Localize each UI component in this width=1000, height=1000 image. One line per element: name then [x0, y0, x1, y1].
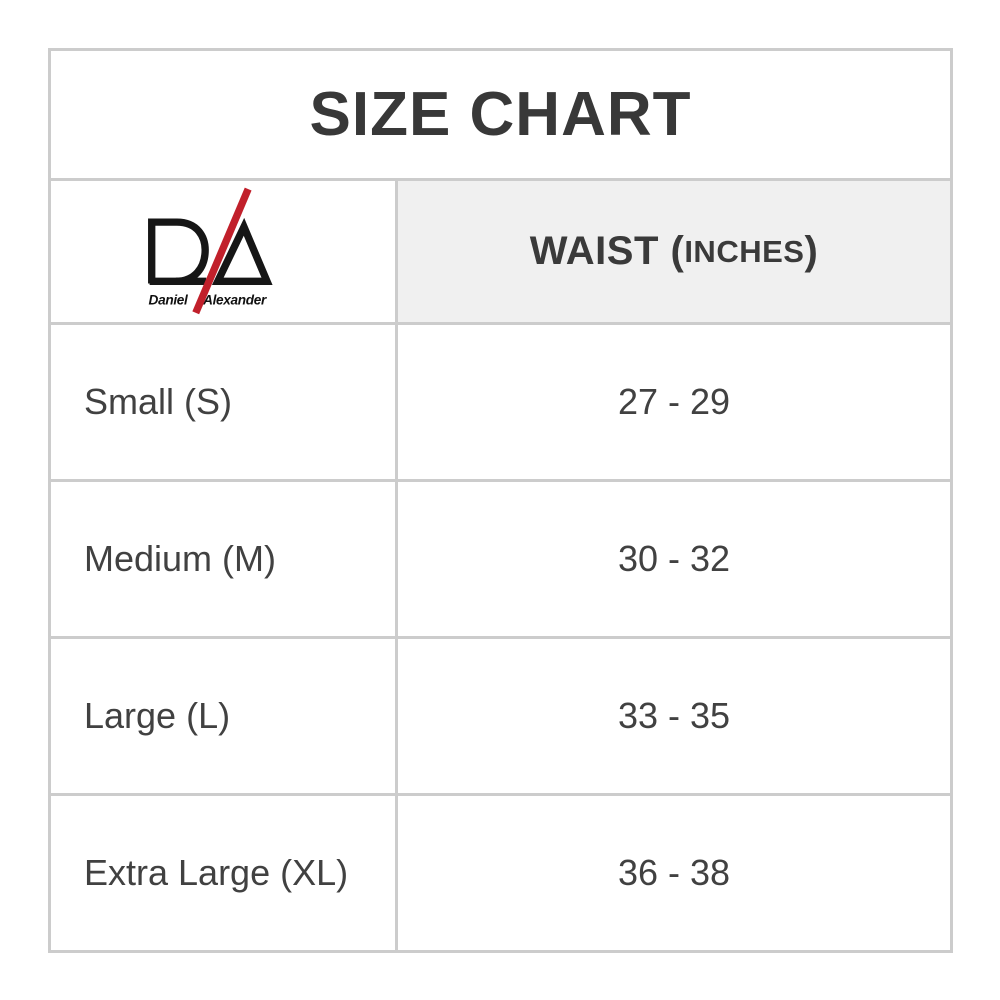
size-cell-extra-large: Extra Large (XL)	[51, 796, 395, 950]
page-title: SIZE CHART	[309, 80, 692, 149]
waist-header-prefix: WAIST (	[529, 229, 685, 273]
logo-name-alexander: Alexander	[202, 292, 267, 307]
waist-cell-extra-large: 36 - 38	[398, 796, 950, 950]
size-cell-large: Large (L)	[51, 639, 395, 793]
size-cell-small: Small (S)	[51, 325, 395, 479]
waist-cell-small: 27 - 29	[398, 325, 950, 479]
daniel-alexander-logo-icon: Daniel Alexander	[148, 187, 273, 314]
waist-column-header: WAIST (INCHES)	[398, 181, 950, 322]
waist-header-unit: INCHES	[684, 233, 805, 269]
logo-red-slash	[192, 187, 252, 314]
logo-d-bowl	[151, 217, 209, 285]
logo-triangle-a	[211, 217, 273, 285]
logo-da-monogram-icon	[148, 217, 273, 285]
title-row: SIZE CHART	[51, 51, 950, 178]
waist-cell-medium: 30 - 32	[398, 482, 950, 636]
logo-name-daniel: Daniel	[149, 292, 189, 307]
size-cell-medium: Medium (M)	[51, 482, 395, 636]
size-chart-table: SIZE CHART Daniel Alexander WAIST (INCHE…	[48, 48, 953, 953]
waist-header-suffix: )	[804, 229, 819, 273]
brand-logo-cell: Daniel Alexander	[51, 181, 395, 322]
waist-cell-large: 33 - 35	[398, 639, 950, 793]
